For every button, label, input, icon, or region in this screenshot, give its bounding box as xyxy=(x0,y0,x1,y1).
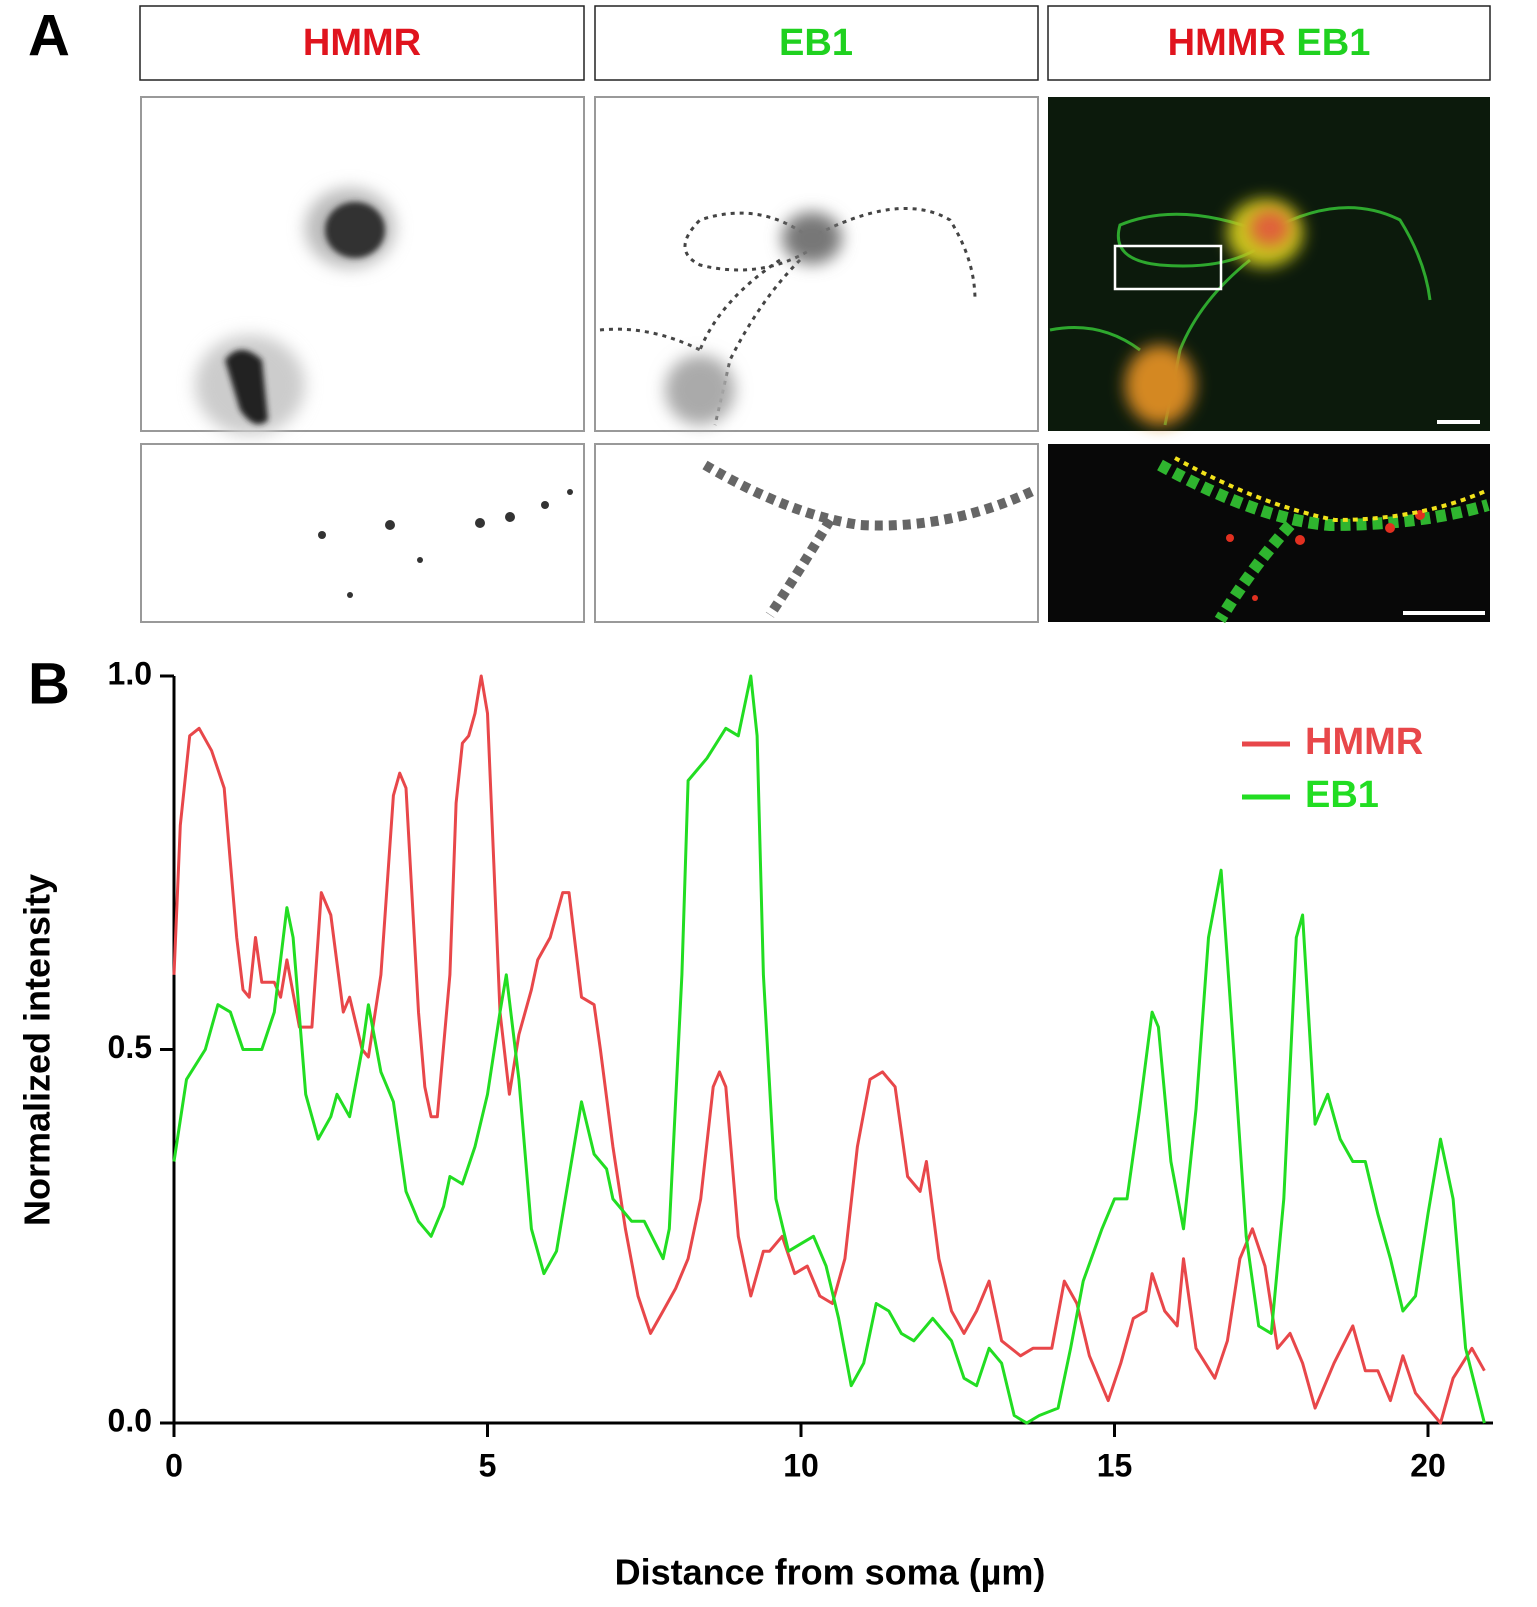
cell-signal xyxy=(1125,199,1303,425)
neurites xyxy=(1157,459,1490,624)
header-box xyxy=(1047,5,1491,81)
panel-label: B xyxy=(28,651,70,716)
x-axis-label: Distance from soma (µm) xyxy=(615,1552,1046,1593)
title-part: EB1 xyxy=(1296,22,1370,64)
panel-label: A xyxy=(28,3,70,68)
puncta xyxy=(318,489,573,598)
legend-label: HMMR xyxy=(1305,721,1423,763)
data-line xyxy=(172,674,1486,1425)
cell-signal xyxy=(195,188,395,435)
x-tick-label: 20 xyxy=(1410,1447,1446,1483)
micrograph xyxy=(1048,444,1490,622)
y-tick-label: 0.5 xyxy=(108,1029,152,1065)
y-tick-label: 1.0 xyxy=(108,655,152,691)
puncta xyxy=(1226,510,1425,601)
x-tick-label: 10 xyxy=(783,1447,819,1483)
x-tick-label: 5 xyxy=(479,1447,497,1483)
micrograph xyxy=(594,443,1039,623)
x-tick-label: 0 xyxy=(165,1447,183,1483)
cell-signal xyxy=(665,212,842,425)
y-axis-label: Normalized intensity xyxy=(17,874,58,1226)
roi-box xyxy=(1113,244,1223,291)
trace-line xyxy=(1174,456,1489,523)
column-title: EB1 xyxy=(779,22,853,64)
header-box xyxy=(139,5,585,81)
neurites xyxy=(599,206,977,426)
micrograph xyxy=(140,443,585,623)
micrograph xyxy=(594,96,1039,432)
legend-label: EB1 xyxy=(1305,774,1379,816)
data-line xyxy=(172,674,1486,1425)
x-tick-label: 15 xyxy=(1097,1447,1133,1483)
header-box xyxy=(594,5,1039,81)
column-title: HMMR EB1 xyxy=(1168,22,1371,64)
neurites xyxy=(702,460,1038,618)
title-part: HMMR xyxy=(1168,22,1286,64)
column-title: HMMR xyxy=(303,22,421,64)
y-tick-label: 0.0 xyxy=(108,1402,152,1438)
